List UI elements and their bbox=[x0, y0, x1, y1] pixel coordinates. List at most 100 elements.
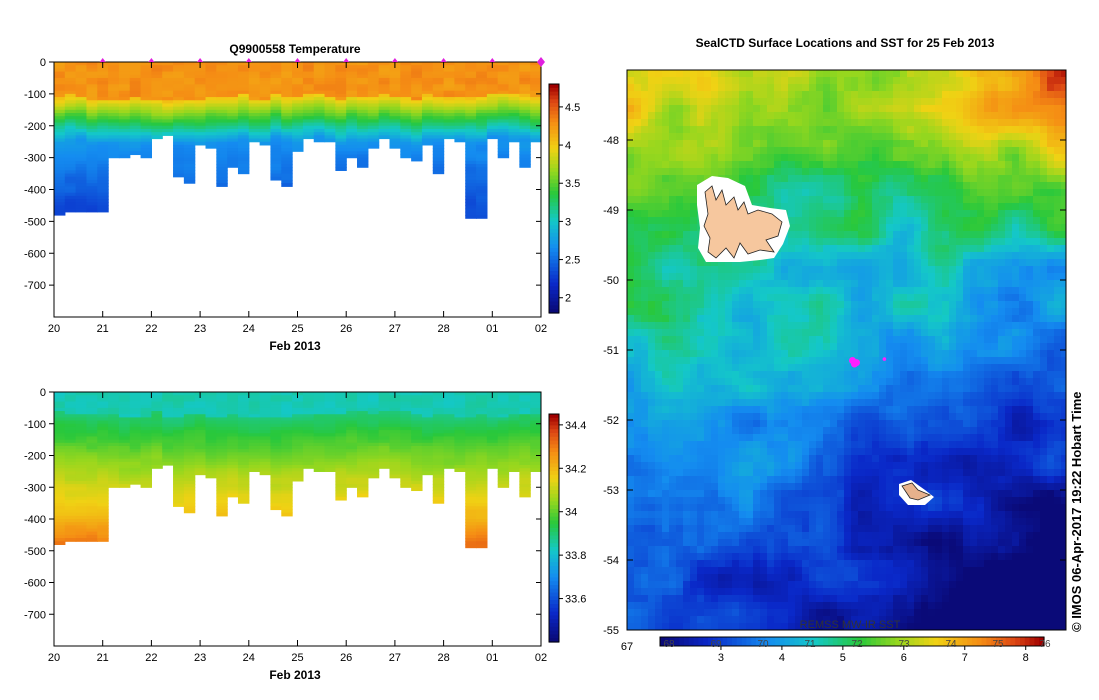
profile-cell bbox=[411, 132, 423, 136]
profile-cell bbox=[519, 119, 531, 124]
profile-cell bbox=[97, 183, 109, 187]
profile-cell bbox=[346, 141, 358, 146]
colorbar-segment bbox=[549, 471, 559, 476]
sst-cell bbox=[942, 126, 950, 134]
colorbar-segment bbox=[549, 133, 559, 139]
profile-cell bbox=[270, 103, 282, 108]
profile-cell bbox=[118, 93, 131, 98]
profile-cell bbox=[54, 458, 66, 463]
profile-cell bbox=[248, 407, 261, 412]
sst-cell bbox=[627, 217, 635, 225]
sst-cell bbox=[739, 112, 747, 120]
profile-cell bbox=[173, 499, 185, 504]
profile-cell bbox=[530, 90, 541, 95]
profile-cell bbox=[86, 534, 98, 539]
sst-cell bbox=[977, 259, 985, 267]
profile-cell bbox=[75, 176, 88, 181]
profile-cell bbox=[443, 68, 456, 73]
sst-cell bbox=[914, 252, 922, 260]
sst-cell bbox=[1040, 91, 1048, 99]
sst-cell bbox=[1019, 91, 1027, 99]
sst-cell bbox=[718, 119, 726, 127]
profile-cell bbox=[151, 68, 163, 73]
profile-cell bbox=[227, 157, 239, 162]
profile-cell bbox=[530, 455, 541, 460]
profile-cell bbox=[183, 173, 196, 178]
colorbar-segment bbox=[549, 103, 559, 108]
profile-cell bbox=[54, 151, 66, 156]
profile-cell bbox=[183, 442, 196, 447]
profile-cell bbox=[227, 122, 239, 127]
sst-cell bbox=[872, 133, 880, 141]
profile-cell bbox=[313, 404, 326, 409]
sst-cell bbox=[704, 133, 712, 141]
sst-cell bbox=[949, 154, 957, 162]
sst-cell bbox=[1026, 203, 1034, 211]
profile-cell bbox=[183, 160, 196, 165]
sst-cell bbox=[865, 196, 873, 204]
sst-cell bbox=[1012, 133, 1020, 141]
profile-cell bbox=[237, 90, 250, 95]
profile-cell bbox=[411, 77, 423, 82]
profile-cell bbox=[227, 433, 239, 438]
profile-cell bbox=[465, 68, 477, 73]
profile-cell bbox=[64, 503, 77, 507]
sst-cell bbox=[676, 91, 684, 99]
profile-cell bbox=[64, 144, 77, 149]
profile-cell bbox=[75, 401, 88, 406]
colorbar-segment bbox=[549, 607, 559, 613]
profile-cell bbox=[237, 430, 250, 434]
profile-cell bbox=[497, 452, 510, 457]
profile-cell bbox=[183, 499, 196, 504]
profile-cell bbox=[64, 452, 77, 457]
sst-cell bbox=[802, 238, 810, 246]
sst-cell bbox=[830, 133, 838, 141]
sst-cell bbox=[725, 154, 733, 162]
profile-cell bbox=[259, 449, 272, 453]
sst-cell bbox=[837, 224, 845, 232]
profile-cell bbox=[216, 128, 228, 133]
profile-cell bbox=[194, 68, 207, 73]
sst-cell bbox=[851, 259, 859, 267]
profile-cell bbox=[54, 509, 66, 514]
profile-cell bbox=[454, 411, 466, 415]
profile-cell bbox=[270, 167, 282, 171]
profile-cell bbox=[281, 138, 293, 143]
profile-cell bbox=[367, 468, 380, 472]
profile-cell bbox=[324, 113, 336, 117]
profile-cell bbox=[465, 407, 477, 412]
sst-cell bbox=[1005, 224, 1013, 232]
sst-cell bbox=[746, 133, 754, 141]
profile-cell bbox=[151, 97, 163, 101]
profile-cell bbox=[335, 87, 347, 92]
profile-cell bbox=[476, 173, 488, 178]
profile-cell bbox=[54, 439, 66, 444]
profile-cell bbox=[237, 461, 250, 466]
salinity-heatmap bbox=[54, 392, 541, 549]
sst-cell bbox=[942, 154, 950, 162]
profile-cell bbox=[519, 116, 531, 120]
profile-cell bbox=[118, 445, 131, 450]
profile-cell bbox=[378, 128, 391, 133]
profile-cell bbox=[432, 411, 445, 415]
profile-cell bbox=[248, 461, 261, 466]
sst-cell bbox=[648, 196, 656, 204]
profile-cell bbox=[432, 474, 445, 479]
sst-cell bbox=[683, 77, 691, 85]
profile-cell bbox=[64, 531, 77, 536]
sst-cell bbox=[858, 77, 866, 85]
profile-cell bbox=[465, 138, 477, 143]
sst-cell bbox=[900, 77, 908, 85]
sst-cell bbox=[1047, 161, 1055, 169]
colorbar-segment bbox=[549, 190, 559, 196]
sst-cell bbox=[1033, 126, 1041, 134]
sst-cell bbox=[1061, 112, 1066, 120]
profile-cell bbox=[530, 109, 541, 114]
profile-cell bbox=[519, 461, 531, 466]
profile-cell bbox=[118, 442, 131, 447]
profile-cell bbox=[486, 455, 499, 460]
profile-cell bbox=[216, 84, 228, 89]
sst-cell bbox=[844, 224, 852, 232]
sst-cell bbox=[879, 175, 887, 183]
sst-cell bbox=[914, 98, 922, 106]
